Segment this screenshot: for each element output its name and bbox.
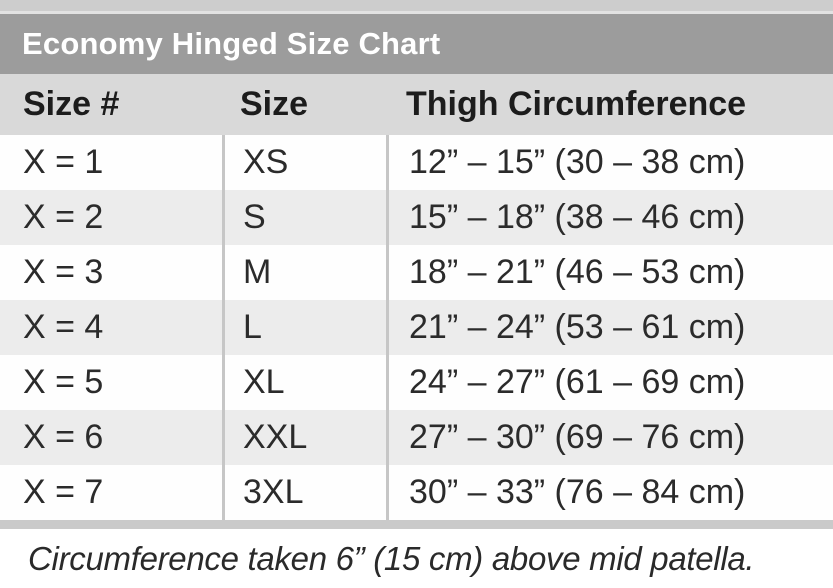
cell-thigh-circumference: 21” – 24” (53 – 61 cm) bbox=[386, 300, 833, 355]
table-row: X = 5 XL 24” – 27” (61 – 69 cm) bbox=[0, 355, 833, 410]
cell-size-num: X = 2 bbox=[23, 198, 104, 236]
cell-thigh-circumference: 12” – 15” (30 – 38 cm) bbox=[386, 135, 833, 190]
cell-size: XS bbox=[222, 135, 386, 190]
cell-thigh-circumference: 18” – 21” (46 – 53 cm) bbox=[386, 245, 833, 300]
cell-size-num: X = 3 bbox=[23, 253, 104, 291]
cell-size-num: X = 4 bbox=[23, 308, 104, 346]
column-header-size: Size bbox=[240, 85, 309, 123]
cell-thigh-circumference: 30” – 33” (76 – 84 cm) bbox=[386, 465, 833, 520]
table-row: X = 2 S 15” – 18” (38 – 46 cm) bbox=[0, 190, 833, 245]
cell-thigh-circumference: 15” – 18” (38 – 46 cm) bbox=[386, 190, 833, 245]
cell-size: L bbox=[222, 300, 386, 355]
footnote: Circumference taken 6” (15 cm) above mid… bbox=[28, 539, 755, 577]
table-header-row: Size # Size Thigh Circumference bbox=[0, 74, 833, 135]
cell-size: XL bbox=[222, 355, 386, 410]
table-bottom-rule bbox=[0, 520, 833, 529]
table-row: X = 3 M 18” – 21” (46 – 53 cm) bbox=[0, 245, 833, 300]
cell-size-num: X = 1 bbox=[23, 143, 104, 181]
cell-thigh-circumference: 24” – 27” (61 – 69 cm) bbox=[386, 355, 833, 410]
table-row: X = 7 3XL 30” – 33” (76 – 84 cm) bbox=[0, 465, 833, 520]
cell-size-num: X = 6 bbox=[23, 418, 104, 456]
table-row: X = 1 XS 12” – 15” (30 – 38 cm) bbox=[0, 135, 833, 190]
table-row: X = 4 L 21” – 24” (53 – 61 cm) bbox=[0, 300, 833, 355]
cell-thigh-circumference: 27” – 30” (69 – 76 cm) bbox=[386, 410, 833, 465]
cell-size-num: X = 7 bbox=[23, 473, 104, 511]
cell-size: 3XL bbox=[222, 465, 386, 520]
table-row: X = 6 XXL 27” – 30” (69 – 76 cm) bbox=[0, 410, 833, 465]
size-chart-table: Size # Size Thigh Circumference X = 1 XS… bbox=[0, 74, 833, 520]
cell-size: XXL bbox=[222, 410, 386, 465]
table-title-bar: Economy Hinged Size Chart bbox=[0, 14, 833, 74]
column-header-thigh-circumference: Thigh Circumference bbox=[406, 85, 747, 123]
cell-size: M bbox=[222, 245, 386, 300]
footnote-area: Circumference taken 6” (15 cm) above mid… bbox=[0, 529, 833, 588]
cell-size: S bbox=[222, 190, 386, 245]
scan-edge-line bbox=[0, 11, 833, 14]
cell-size-num: X = 5 bbox=[23, 363, 104, 401]
column-header-size-num: Size # bbox=[23, 85, 120, 123]
table-title: Economy Hinged Size Chart bbox=[22, 26, 441, 61]
